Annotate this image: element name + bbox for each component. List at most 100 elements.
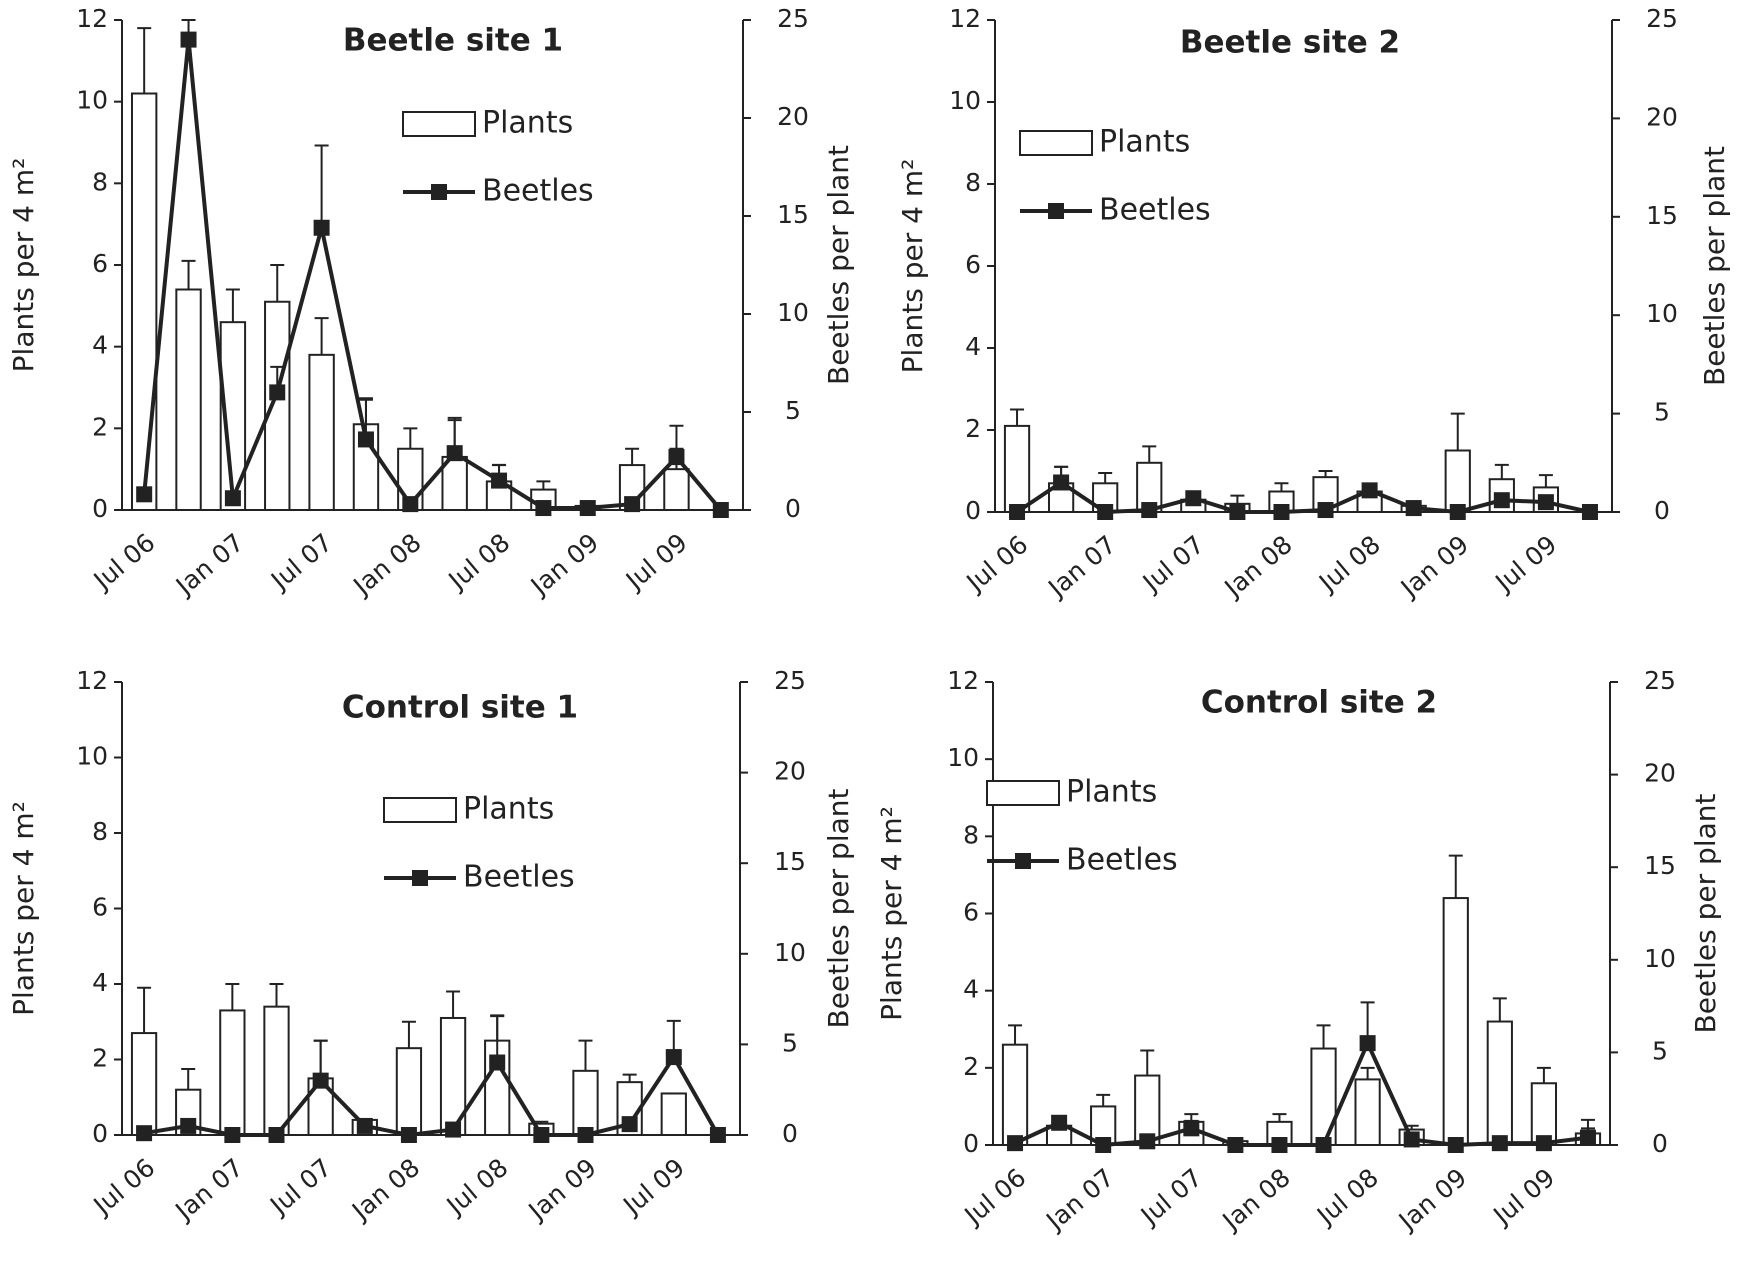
- marker: [1403, 1131, 1420, 1148]
- error-bar: [181, 1067, 196, 1090]
- x-tick-label: Jul 08: [442, 528, 516, 596]
- error-bar: [1316, 1024, 1331, 1049]
- y-tick-label: 6: [92, 249, 108, 278]
- error-bar: [225, 288, 240, 323]
- y-tick-label: 10: [949, 86, 981, 115]
- y-tick-label: 12: [76, 666, 108, 695]
- x-tick-label: Jul 09: [1489, 530, 1563, 598]
- marker: [712, 502, 729, 518]
- marker: [1535, 1135, 1552, 1152]
- y2-tick-label: 5: [785, 396, 801, 425]
- error-bar: [534, 1120, 549, 1124]
- bar: [1134, 1074, 1161, 1147]
- y-tick-label: 10: [76, 86, 108, 115]
- y2-tick-label: 0: [782, 1119, 798, 1148]
- y-tick-label: 12: [947, 666, 979, 695]
- y2-tick-label: 25: [774, 666, 806, 695]
- y2-tick-label: 0: [785, 494, 801, 523]
- error-bar: [225, 983, 240, 1011]
- x-tick-label: Jan 07: [1039, 1163, 1119, 1237]
- legend-label: Plants: [1099, 125, 1190, 160]
- x-tick-label: Jan 08: [345, 1153, 425, 1227]
- marker: [668, 449, 685, 466]
- marker: [1493, 492, 1510, 509]
- x-tick-label: Jan 08: [1218, 530, 1298, 604]
- y-tick-label: 0: [92, 1119, 108, 1148]
- marker: [312, 1072, 329, 1089]
- marker: [665, 1049, 682, 1066]
- bar: [1001, 1043, 1029, 1147]
- legend-marker: [1015, 853, 1031, 869]
- marker: [1185, 490, 1202, 507]
- y2-tick-label: 10: [777, 298, 809, 327]
- marker: [356, 1117, 373, 1134]
- x-tick-label: Jul 08: [1312, 530, 1386, 598]
- y2-tick-label: 0: [1654, 496, 1670, 525]
- y2-tick-label: 15: [774, 847, 806, 876]
- x-tick-label: Jan 08: [1216, 1163, 1296, 1237]
- marker: [1581, 504, 1598, 520]
- y-tick-label: 2: [92, 412, 108, 441]
- y-axis-label: Plants per 4 m²: [875, 806, 908, 1021]
- error-bar: [578, 1039, 593, 1071]
- error-bar: [1536, 1066, 1551, 1084]
- y2-axis-label: Beetles per plant: [822, 145, 855, 385]
- bar: [175, 288, 202, 511]
- legend-swatch: [383, 797, 457, 823]
- bar: [1530, 1082, 1558, 1147]
- x-tick-label: Jul 06: [87, 528, 161, 596]
- y2-tick-label: 0: [1652, 1129, 1668, 1158]
- error-bar: [1494, 463, 1509, 480]
- error-bar: [536, 480, 551, 490]
- x-tick-label: Jul 07: [264, 528, 338, 596]
- marker: [180, 1117, 197, 1134]
- y-tick-label: 10: [947, 743, 979, 772]
- x-tick-label: Jul 09: [616, 1153, 690, 1221]
- error-bar: [314, 144, 329, 228]
- marker: [1139, 1133, 1156, 1150]
- marker: [136, 486, 153, 503]
- x-tick-label: Jan 08: [347, 528, 427, 602]
- error-bar: [1538, 474, 1553, 488]
- error-bar: [137, 986, 152, 1034]
- marker: [1009, 504, 1026, 520]
- bar: [663, 468, 690, 511]
- chart-title: Beetle site 1: [343, 23, 563, 59]
- marker: [579, 500, 596, 517]
- marker: [1271, 1137, 1288, 1153]
- bar: [264, 300, 291, 511]
- legend-label: Plants: [1066, 775, 1157, 810]
- y-axis-label: Plants per 4 m²: [7, 801, 40, 1016]
- chart-title: Control site 2: [1201, 685, 1437, 721]
- legend-label: Plants: [482, 106, 573, 141]
- error-bar: [1360, 1066, 1375, 1080]
- marker: [624, 496, 641, 513]
- marker: [400, 1127, 417, 1143]
- bar: [1310, 1047, 1337, 1146]
- y-tick-label: 12: [949, 4, 981, 33]
- legend-label: Beetles: [463, 860, 575, 895]
- legend-marker: [431, 184, 447, 200]
- y-tick-label: 6: [92, 893, 108, 922]
- marker: [535, 500, 552, 517]
- error-bar: [1142, 445, 1157, 463]
- y-tick-label: 4: [92, 968, 108, 997]
- marker: [491, 472, 508, 489]
- bar: [263, 1005, 290, 1137]
- marker: [180, 31, 197, 48]
- y2-tick-label: 25: [777, 4, 809, 33]
- y-tick-label: 0: [92, 494, 108, 523]
- marker: [1097, 504, 1114, 520]
- error-bar: [1096, 1093, 1111, 1107]
- error-bar: [270, 264, 285, 302]
- marker: [269, 384, 286, 401]
- x-tick-label: Jul 09: [1487, 1163, 1561, 1231]
- y2-tick-label: 10: [1644, 944, 1676, 973]
- bar: [1354, 1078, 1381, 1146]
- chart-title: Beetle site 2: [1180, 25, 1400, 61]
- bar: [1442, 897, 1469, 1146]
- x-tick-label: Jul 07: [263, 1153, 337, 1221]
- bar: [572, 1069, 599, 1136]
